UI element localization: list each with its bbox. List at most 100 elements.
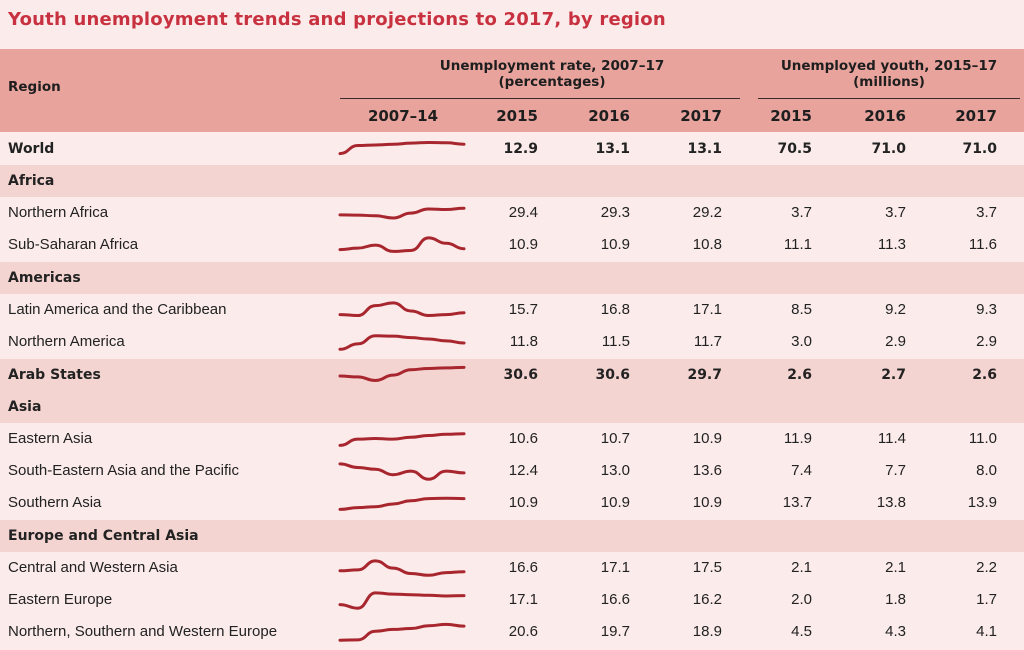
rate-value-2017: 10.9 — [692, 430, 722, 447]
header-region: Region — [8, 79, 61, 95]
region-name: Northern Africa — [8, 204, 109, 221]
youth-value-2017: 2.6 — [972, 367, 997, 383]
table-header: Region Unemployment rate, 2007–17 (perce… — [0, 49, 1024, 132]
trend-line — [338, 622, 466, 642]
youth-value-2017: 11.0 — [968, 430, 997, 447]
table-row: Latin America and the Caribbean 15.7 16.8 1… — [0, 294, 1024, 326]
region-name: Eastern Europe — [8, 591, 113, 608]
rate-value-2015: 10.6 — [508, 430, 538, 447]
trend-line — [338, 334, 466, 351]
rate-value-2017: 17.1 — [692, 301, 722, 318]
youth-value-2017: 4.1 — [976, 623, 997, 640]
youth-value-2015: 11.9 — [783, 430, 812, 447]
youth-value-2015: 2.1 — [791, 559, 812, 576]
youth-value-2015: 13.7 — [782, 494, 812, 511]
trend-sparkline — [338, 496, 466, 511]
rate-value-2016: 29.3 — [600, 204, 630, 221]
header-youth-group-line2: (millions) — [853, 74, 925, 90]
table-row: Arab States 30.6 30.6 29.7 2.6 2.7 2.6 — [0, 359, 1024, 391]
header-rate-2017: 2017 — [680, 107, 722, 125]
youth-value-2016: 2.9 — [885, 333, 906, 350]
table-row: World 12.9 13.1 13.1 70.5 71.0 71.0 — [0, 133, 1024, 165]
youth-value-2015: 7.4 — [791, 462, 812, 479]
rate-value-2015: 11.8 — [509, 333, 538, 350]
youth-value-2017: 1.7 — [976, 591, 997, 608]
header-youth-group: Unemployed youth, 2015–17 (millions) — [758, 58, 1020, 90]
youth-value-2017: 9.3 — [976, 301, 997, 318]
rate-value-2015: 12.9 — [503, 141, 538, 157]
trend-line — [338, 432, 466, 447]
rate-value-2016: 17.1 — [600, 559, 630, 576]
rate-value-2015: 15.7 — [508, 301, 538, 318]
rate-value-2017: 13.6 — [692, 462, 722, 479]
rate-value-2015: 30.6 — [503, 367, 538, 383]
table-row: Central and Western Asia 16.6 17.1 17.5 2.1 2… — [0, 552, 1024, 584]
youth-value-2017: 13.9 — [967, 494, 997, 511]
table-row: Northern, Southern and Western Europe 20.… — [0, 616, 1024, 648]
region-name: Americas — [8, 270, 81, 286]
header-youth-group-line1: Unemployed youth, 2015–17 — [780, 58, 998, 74]
youth-value-2017: 2.2 — [976, 559, 997, 576]
youth-value-2015: 2.6 — [787, 367, 812, 383]
rate-group-rule — [340, 98, 740, 99]
rate-value-2016: 16.8 — [600, 301, 630, 318]
youth-value-2017: 71.0 — [962, 141, 997, 157]
group-heading-row: Americas — [0, 262, 1024, 294]
rate-value-2017: 18.9 — [692, 623, 722, 640]
rate-value-2015: 10.9 — [508, 494, 538, 511]
group-heading-row: Africa — [0, 165, 1024, 197]
youth-value-2016: 7.7 — [885, 462, 906, 479]
youth-value-2015: 3.0 — [791, 333, 812, 350]
rate-value-2015: 20.6 — [508, 623, 538, 640]
table-title: Youth unemployment trends and projection… — [8, 9, 666, 30]
youth-value-2016: 3.7 — [885, 204, 906, 221]
youth-value-2015: 8.5 — [791, 301, 812, 318]
trend-sparkline — [338, 236, 466, 253]
youth-value-2017: 2.9 — [976, 333, 997, 350]
header-rate-group: Unemployment rate, 2007–17 (percentages) — [372, 58, 732, 90]
youth-value-2016: 4.3 — [885, 623, 906, 640]
rate-value-2017: 13.1 — [687, 141, 722, 157]
trend-line — [338, 559, 466, 577]
trend-line — [338, 206, 466, 220]
youth-value-2016: 13.8 — [876, 494, 906, 511]
header-rate-group-line1: Unemployment rate, 2007–17 — [439, 58, 665, 74]
header-youth-2015: 2015 — [770, 107, 812, 125]
youth-value-2017: 8.0 — [976, 462, 997, 479]
rate-value-2017: 29.2 — [692, 204, 722, 221]
table-row: Sub-Saharan Africa 10.9 10.9 10.8 11.1 11.3 11… — [0, 229, 1024, 261]
youth-value-2016: 9.2 — [885, 301, 906, 318]
trend-sparkline — [338, 334, 466, 351]
header-rate-2015: 2015 — [496, 107, 538, 125]
youth-value-2015: 4.5 — [791, 623, 812, 640]
header-youth-2017: 2017 — [955, 107, 997, 125]
rate-value-2017: 11.7 — [693, 333, 722, 350]
trend-line — [338, 462, 466, 481]
youth-value-2017: 11.6 — [968, 236, 997, 253]
region-name: Latin America and the Caribbean — [8, 301, 227, 318]
rate-value-2016: 10.9 — [600, 236, 630, 253]
trend-sparkline — [338, 206, 466, 220]
trend-line — [338, 591, 466, 610]
trend-sparkline — [338, 591, 466, 610]
rate-value-2015: 10.9 — [508, 236, 538, 253]
rate-value-2017: 16.2 — [692, 591, 722, 608]
header-rate-group-line2: (percentages) — [498, 74, 606, 90]
trend-sparkline — [338, 559, 466, 577]
region-name: Europe and Central Asia — [8, 528, 199, 544]
region-name: Northern, Southern and Western Europe — [8, 623, 278, 640]
header-rate-2016: 2016 — [588, 107, 630, 125]
youth-value-2016: 11.3 — [877, 236, 906, 253]
trend-line — [338, 301, 466, 317]
header-youth-2016: 2016 — [864, 107, 906, 125]
region-name: Northern America — [8, 333, 125, 350]
youth-value-2015: 11.1 — [783, 236, 812, 253]
rate-value-2016: 10.9 — [600, 494, 630, 511]
rate-value-2015: 17.1 — [508, 591, 538, 608]
trend-line — [338, 365, 466, 382]
region-name: South-Eastern Asia and the Pacific — [8, 462, 239, 479]
trend-line — [338, 496, 466, 511]
youth-value-2015: 3.7 — [791, 204, 812, 221]
trend-sparkline — [338, 140, 466, 156]
rate-value-2016: 10.7 — [600, 430, 630, 447]
